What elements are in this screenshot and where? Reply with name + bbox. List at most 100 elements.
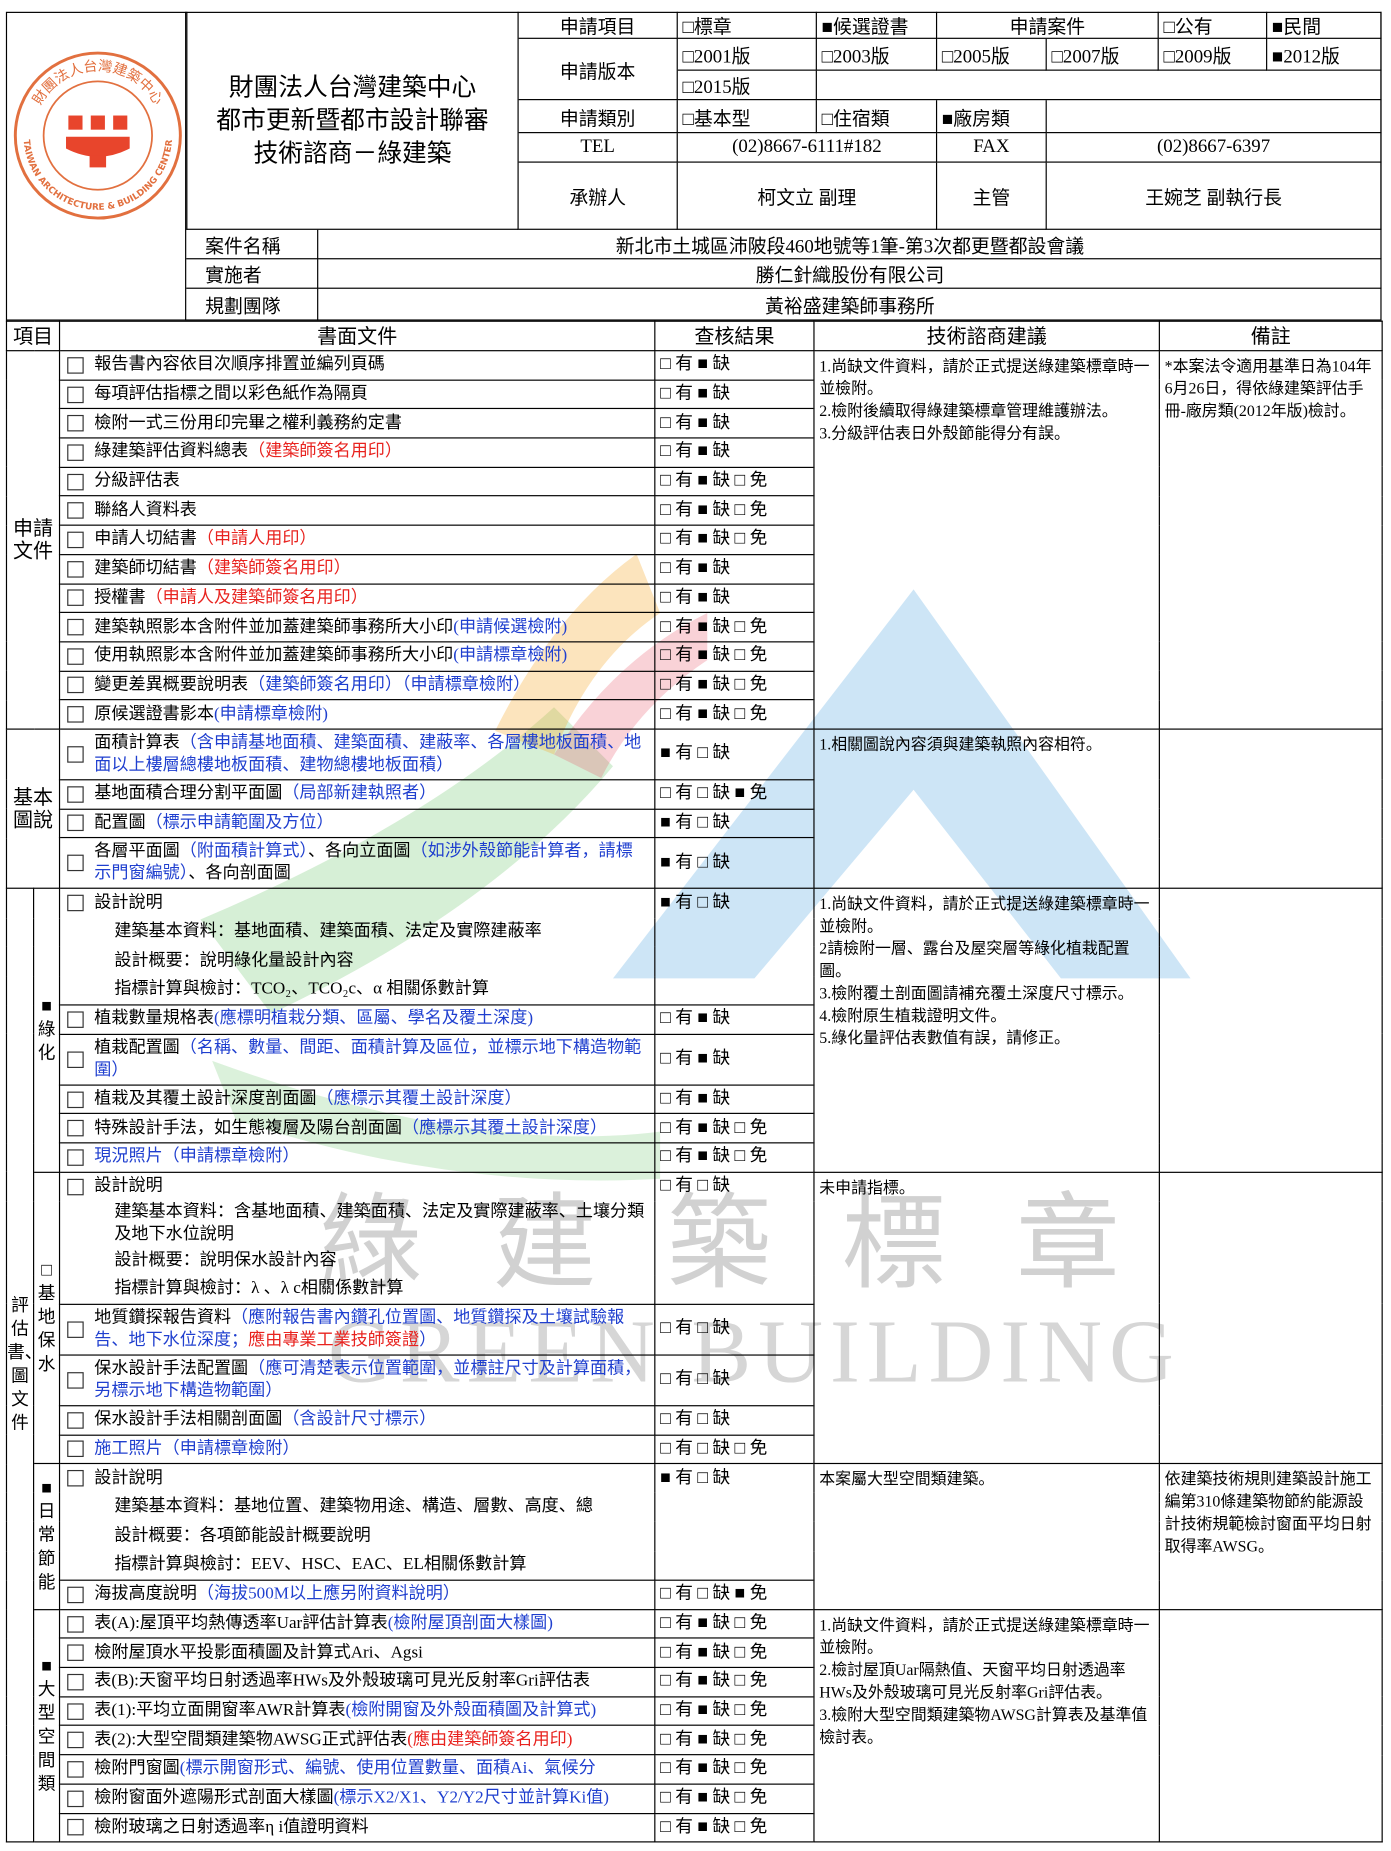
- form-cell: 申請類別: [518, 100, 678, 134]
- column-header: 查核結果: [654, 320, 815, 352]
- advice-line: 1.相關圖說內容須與建築執照內容相符。: [819, 735, 1102, 754]
- item-note: （建築師簽名用印）（申請標章檢附）: [248, 675, 531, 695]
- detail-text: 建築基本資料：基地面積、建築面積、法定及實際建蔽率: [58, 917, 656, 948]
- item-note: (應由建築師簽名用印): [407, 1730, 573, 1750]
- item-segment: 綠建築評估資料總表: [94, 442, 249, 462]
- item: 設計說明: [58, 1463, 656, 1494]
- item-note: （建築師簽名用印）: [248, 442, 402, 462]
- form-cell: 申請項目: [518, 11, 678, 39]
- item-row: 施工照片（申請標章檢附） □ 有 □ 缺 □ 免: [6, 1434, 1382, 1465]
- item-note: 應由專業工業技師簽證: [248, 1330, 420, 1350]
- result-empty: [654, 975, 815, 1006]
- item-row: 配置圖（標示申請範圍及方位） ■ 有 □ 缺: [6, 808, 1382, 839]
- check-result: □ 有 ■ 缺 □ 免: [654, 524, 815, 555]
- item-segment: 表(A):屋頂平均熱傳透率Uar評估計算表: [94, 1613, 388, 1633]
- check-result: □ 有 □ 缺 ■ 免: [654, 779, 815, 810]
- item-row: 建築師切結書（建築師簽名用印）: [65, 555, 650, 582]
- item-segment: 特殊設計手法，如生態複層及陽台剖面圖: [94, 1118, 402, 1138]
- item-row: 現況照片（申請標章檢附）: [65, 1144, 650, 1171]
- form-cell: 申請版本: [518, 38, 678, 101]
- item-row: 檢附屋頂水平投影面積圖及計算式Ari、Agsi: [65, 1639, 650, 1666]
- check-result: □ 有 ■ 缺: [654, 553, 815, 585]
- remark: [1158, 1171, 1383, 1465]
- check-result: □ 有 ■ 缺 □ 免: [654, 1696, 815, 1727]
- item: 保水設計手法相關剖面圖（含設計尺寸標示）: [58, 1405, 656, 1436]
- advice-line: 未申請指標。: [819, 1178, 915, 1197]
- item-text: 綠建築評估資料總表（建築師簽名用印）: [94, 441, 402, 463]
- check-result: □ 有 ■ 缺: [654, 350, 815, 381]
- item-segment: 保水設計手法相關剖面圖: [94, 1410, 283, 1429]
- checkbox: [67, 1586, 84, 1603]
- checkbox: [67, 895, 84, 912]
- item-row: 建築執照影本含附件並加蓋建築師事務所大小印(申請候選檢附) □ 有 ■ 缺 □ 免: [6, 612, 1382, 643]
- result-empty: [654, 946, 815, 977]
- item-segment: 聯絡人資料表: [94, 500, 197, 520]
- item-note: （含申請基地面積、建築面積、建蔽率、各層樓地板面積、地面以上樓層總樓地板面積、建…: [94, 733, 642, 775]
- check-result: □ 有 ■ 缺 □ 免: [654, 612, 815, 643]
- check-result: □ 有 □ 缺: [654, 1303, 815, 1356]
- item-row: 地質鑽探報告資料（應附報告書內鑽孔位置圖、地質鑽探及土壤試驗報告、地下水位深度；…: [6, 1303, 1382, 1356]
- header-row: 項目 書面文件 查核結果 技術諮商建議 備註: [5, 320, 1383, 352]
- item-segment: 植栽數量規格表: [94, 1009, 214, 1029]
- logo-icon: [66, 115, 130, 168]
- item: 聯絡人資料表: [58, 495, 656, 526]
- form-cell: 王婉芝 副執行長: [1046, 162, 1382, 230]
- item-segment: 表(1):平均立面開窗率AWR計算表: [94, 1701, 346, 1720]
- empty-cell: [816, 70, 1382, 101]
- item-row: 建築師切結書（建築師簽名用印） □ 有 ■ 缺: [6, 553, 1382, 585]
- item-row: 原候選證書影本(申請標章檢附) □ 有 ■ 缺 □ 免: [6, 699, 1382, 730]
- advice: 1.尚缺文件資料，請於正式提送綠建築標章時一並檢附。 2.檢附後續取得綠建築標章管…: [813, 350, 1160, 730]
- item-text: 各層平面圖（附面積計算式）、各向立面圖（如涉外殼節能計算者，請標示門窗編號）、各…: [94, 841, 649, 886]
- detail-text: 設計概要：說明綠化量設計內容: [58, 946, 656, 977]
- item-segment: 檢附門窗圖: [94, 1759, 180, 1779]
- advice: 未申請指標。: [813, 1171, 1160, 1465]
- check-result: □ 有 □ 缺: [654, 1354, 815, 1407]
- item-text: 授權書（申請人及建築師簽名用印）: [94, 587, 367, 609]
- form-cell: TEL: [518, 133, 678, 163]
- item-text: 報告書內容依目次順序排置並編列頁碼: [94, 354, 385, 376]
- item: 檢附門窗圖(標示開窗形式、編號、使用位置數量、面積Ai、氣候分: [58, 1754, 656, 1785]
- item-row: 檢附玻璃之日射透過率η i值證明資料: [65, 1814, 650, 1841]
- section-label: 評估書、圖文件: [5, 888, 42, 1843]
- column-header: 項目: [5, 320, 61, 352]
- item-segment: 建築師切結書: [94, 558, 197, 578]
- item-text: 保水設計手法相關剖面圖（含設計尺寸標示）: [94, 1409, 436, 1431]
- item-segment: 檢附屋頂水平投影面積圖及計算式Ari、Agsi: [94, 1642, 423, 1662]
- item: 植栽數量規格表(應標明植栽分類、區屬、學名及覆土深度): [58, 1004, 656, 1035]
- form-cell: □2003版: [816, 38, 938, 71]
- item-segment: 保水設計手法配置圖: [94, 1359, 249, 1378]
- item-row: 保水設計手法配置圖（應可清楚表示位置範圍，並標註尺寸及計算面積，另標示地下構造物…: [6, 1354, 1382, 1407]
- item: 檢附玻璃之日射透過率η i值證明資料: [58, 1812, 656, 1843]
- item: 表(1):平均立面開窗率AWR計算表(檢附開窗及外殼面積圖及計算式): [58, 1696, 656, 1727]
- item-row: 基本圖說 面積計算表（含申請基地面積、建築面積、建蔽率、各層樓地板面積、地面以上樓…: [5, 728, 1383, 890]
- table-body: 項目 書面文件 查核結果 技術諮商建議 備註 申請文件 報告書內容依目次順序排置並編列頁碼 □…: [5, 320, 1383, 1843]
- item-row: 指標計算與檢討：λ 、λ c相關係數計算: [6, 1275, 1382, 1305]
- item-text: 表(2):大型空間類建築物AWSG正式評估表(應由建築師簽名用印): [94, 1729, 572, 1751]
- checkbox: [67, 502, 84, 520]
- item-segment: 地質鑽探報告資料: [94, 1308, 232, 1328]
- item-note: （含設計尺寸標示）: [282, 1410, 437, 1429]
- checkbox: [67, 786, 84, 803]
- item-segment: 表(2):大型空間類建築物AWSG正式評估表: [94, 1730, 408, 1750]
- remark: *本案法令適用基準日為104年6月26日，得依綠建築評估手冊-廠房類(2012年…: [1158, 350, 1383, 730]
- item: 設計說明: [58, 1171, 656, 1202]
- form-cell: □2015版: [677, 70, 817, 101]
- item: 各層平面圖（附面積計算式）、各向立面圖（如涉外殼節能計算者，請標示門窗編號）、各…: [58, 837, 656, 890]
- checkbox: [67, 706, 84, 723]
- item-segment: 基地面積合理分割平面圖: [94, 784, 283, 804]
- item-row: 檢附一式三份用印完畢之權利義務約定書 □ 有 ■ 缺: [6, 408, 1382, 439]
- item-text: 配置圖（標示申請範圍及方位）: [94, 812, 333, 834]
- item: 檢附窗面外遮陽形式剖面大樣圖(標示X2/X1、Y2/Y2尺寸並計算Ki值): [58, 1783, 656, 1814]
- item-note: (標示X2/X1、Y2/Y2尺寸並計算Ki值): [333, 1788, 609, 1808]
- checkbox: [67, 1819, 84, 1836]
- section-label: 申請文件: [5, 350, 61, 730]
- item-row: 報告書內容依目次順序排置並編列頁碼: [65, 352, 650, 379]
- advice: 1.相關圖說內容須與建築執照內容相符。: [813, 728, 1160, 890]
- group-label: ■ 綠化: [33, 888, 61, 1173]
- checkbox: [67, 560, 84, 578]
- detail-text: 設計概要：說明保水設計內容: [58, 1246, 656, 1276]
- item: 表(B):天窗平均日射透過率HWs及外殼玻璃可見光反射率Gri評估表: [58, 1666, 656, 1698]
- checkbox: [67, 618, 84, 636]
- check-result: □ 有 ■ 缺 □ 免: [654, 1754, 815, 1785]
- case-label: 案件名稱: [186, 229, 319, 260]
